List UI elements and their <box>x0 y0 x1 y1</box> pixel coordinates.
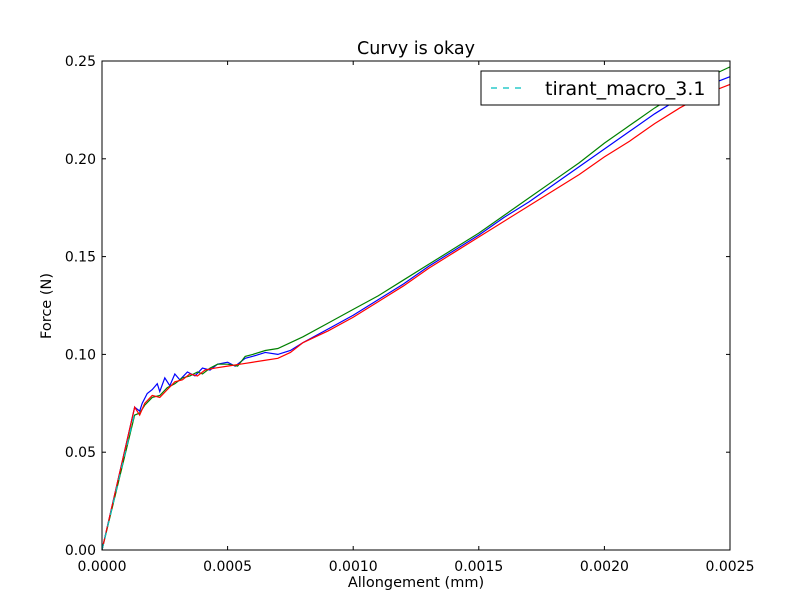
y-tick-label: 0.10 <box>65 347 96 363</box>
legend: tirant_macro_3.1 <box>480 70 720 106</box>
y-tick-label: 0.00 <box>65 543 96 559</box>
chart-title: Curvy is okay <box>357 39 475 59</box>
y-axis-label: Force (N) <box>39 273 55 339</box>
x-tick-label: 0.0025 <box>706 559 755 575</box>
x-tick-label: 0.0000 <box>78 559 127 575</box>
series-line-1 <box>101 76 731 551</box>
series-line-2 <box>101 66 731 551</box>
x-tick-label: 0.0015 <box>454 559 503 575</box>
plot-area-frame <box>101 60 731 551</box>
x-tick-label: 0.0005 <box>203 559 252 575</box>
y-tick-label: 0.20 <box>65 152 96 168</box>
x-tick-label: 0.0020 <box>580 559 629 575</box>
y-tick-label: 0.15 <box>65 250 96 266</box>
y-tick-label: 0.05 <box>65 445 96 461</box>
series-layer <box>101 66 731 551</box>
series-line-3 <box>101 83 731 551</box>
y-tick-label: 0.25 <box>65 54 96 70</box>
tick-layer: 0.0000 0.0005 0.0010 0.0015 0.0020 0.0025 0.00… <box>65 54 755 575</box>
x-axis-label: Allongement (mm) <box>348 575 484 591</box>
legend-label: tirant_macro_3.1 <box>545 78 706 100</box>
x-tick-label: 0.0010 <box>329 559 378 575</box>
